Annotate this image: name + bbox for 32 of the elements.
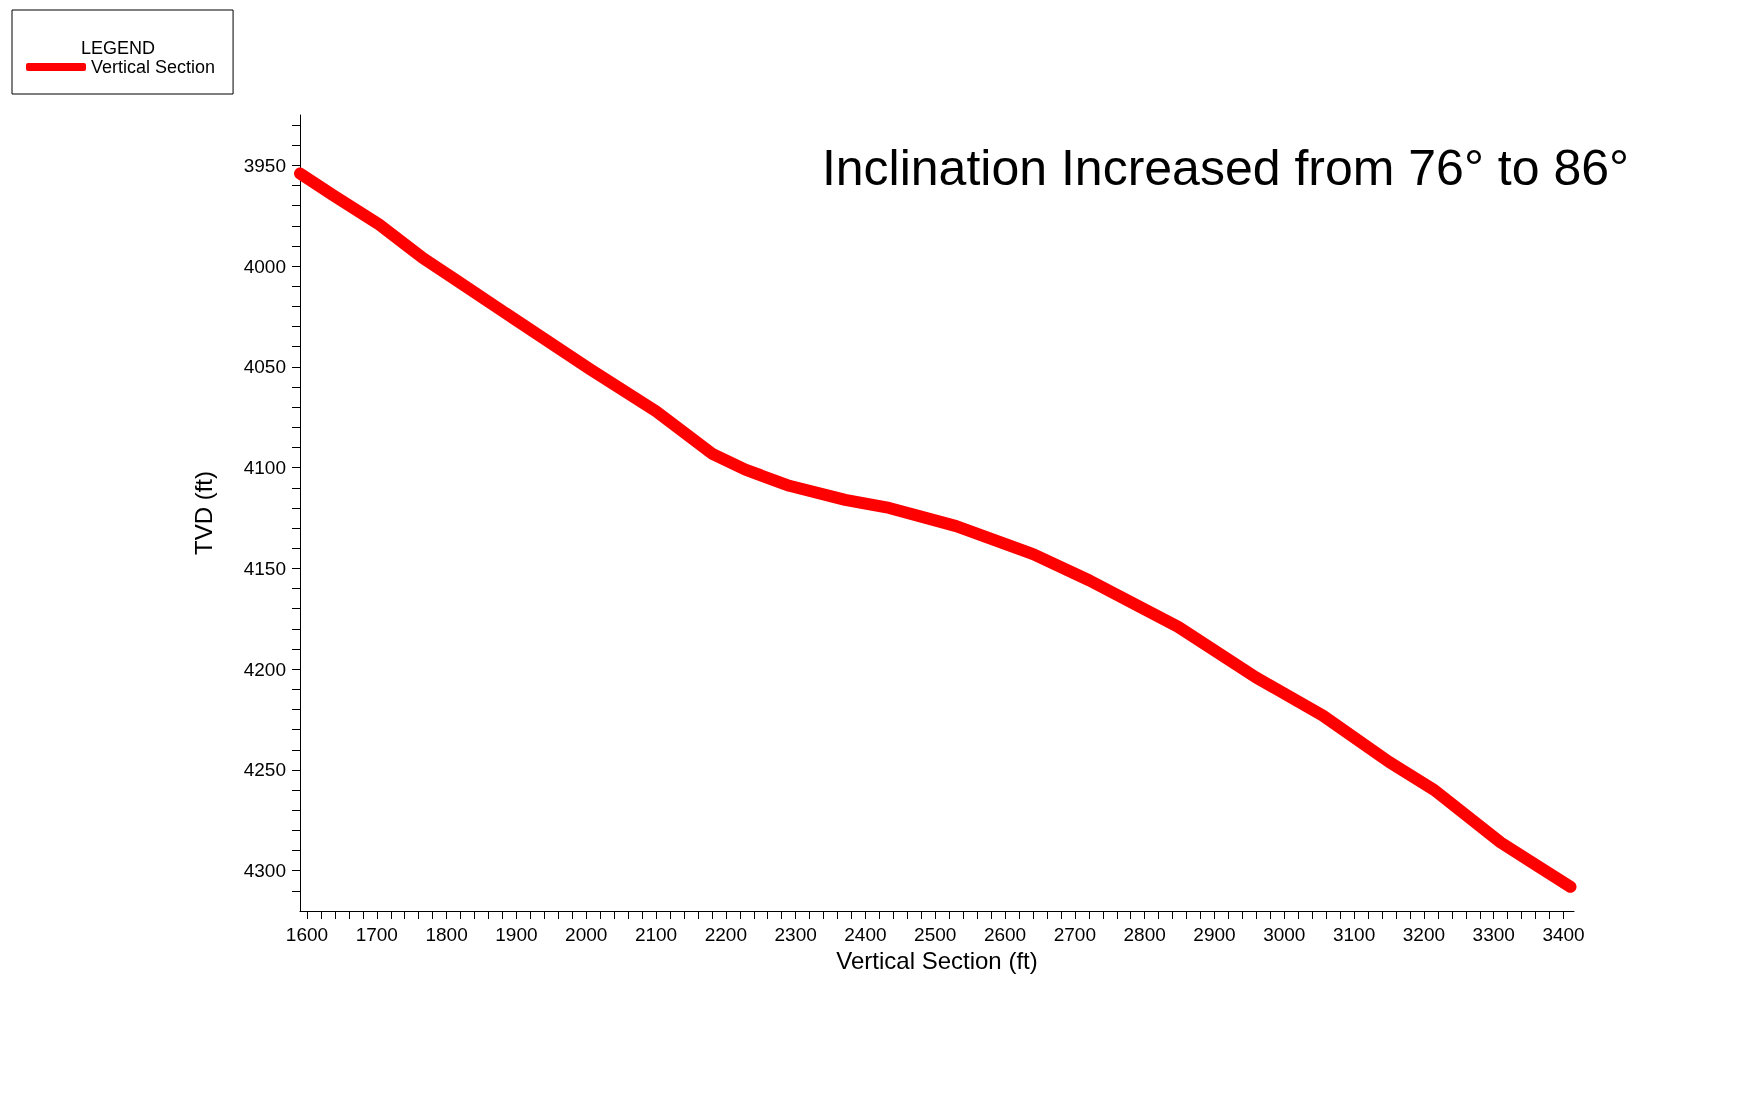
- x-tick-label: 2000: [565, 924, 608, 945]
- x-tick-label: 1600: [285, 924, 329, 945]
- y-tick-label: 4300: [243, 860, 286, 882]
- x-tick-label: 3100: [1332, 924, 1376, 945]
- x-tick-label: 2200: [704, 924, 747, 945]
- y-tick-label: 4000: [243, 255, 286, 277]
- x-tick-label: 2100: [634, 924, 678, 945]
- x-tick-label: 2400: [844, 924, 887, 945]
- x-tick-label: 3200: [1402, 924, 1446, 945]
- y-axis-title: TVD (ft): [189, 471, 217, 555]
- y-tick-label: 4150: [243, 557, 286, 579]
- y-tick-label: 4050: [243, 356, 286, 378]
- x-tick-label: 2300: [774, 924, 817, 945]
- x-tick-label: 1700: [355, 924, 398, 945]
- text: Inclination Increased from 76° to 86°: [821, 140, 1629, 196]
- y-tick-label: 4250: [243, 759, 286, 781]
- x-tick-label: 2800: [1123, 924, 1166, 945]
- legend-label: Vertical Section: [91, 57, 216, 77]
- x-tick-label: 3300: [1472, 924, 1515, 945]
- x-tick-label: 2600: [983, 924, 1027, 945]
- x-tick-label: 2500: [914, 924, 957, 945]
- x-tick-label: 1900: [495, 924, 538, 945]
- x-tick-label: 1800: [425, 924, 468, 945]
- x-tick-label: 2700: [1053, 924, 1097, 945]
- x-tick-label: 3000: [1263, 924, 1306, 945]
- y-tick-label: 4200: [243, 658, 286, 680]
- x-tick-label: 3400: [1542, 924, 1585, 945]
- y-tick-label: 3950: [243, 154, 286, 176]
- x-axis-title: Vertical Section (ft): [836, 947, 1038, 975]
- x-tick-label: 2900: [1193, 924, 1236, 945]
- legend-title: LEGEND: [81, 38, 156, 58]
- y-tick-label: 4100: [243, 457, 286, 479]
